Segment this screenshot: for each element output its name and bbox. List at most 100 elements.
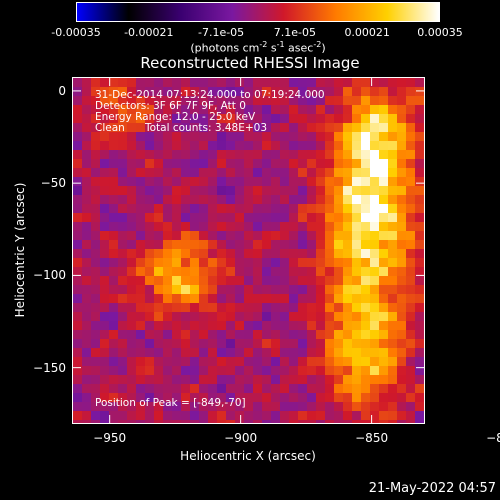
heatmap-cell [118, 177, 127, 186]
heatmap-cell [181, 240, 190, 249]
heatmap-cell [82, 285, 91, 294]
heatmap-cell [370, 393, 379, 402]
heatmap-cell [370, 384, 379, 393]
heatmap-cell [307, 285, 316, 294]
heatmap-cell [127, 375, 136, 384]
heatmap-cell [352, 393, 361, 402]
heatmap-cell [388, 87, 397, 96]
heatmap-cell [334, 294, 343, 303]
heatmap-cell [298, 339, 307, 348]
heatmap-cell [172, 312, 181, 321]
heatmap-cell [208, 348, 217, 357]
heatmap-cell [280, 132, 289, 141]
heatmap-cell [262, 357, 271, 366]
heatmap-cell [163, 186, 172, 195]
heatmap-cell [415, 87, 424, 96]
heatmap-cell [163, 267, 172, 276]
heatmap-cell [154, 402, 163, 411]
heatmap-cell [73, 285, 82, 294]
heatmap-cell [244, 240, 253, 249]
heatmap-cell [235, 222, 244, 231]
heatmap-cell [190, 204, 199, 213]
heatmap-cell [73, 96, 82, 105]
heatmap-cell [109, 339, 118, 348]
heatmap-cell [352, 366, 361, 375]
heatmap-cell [334, 231, 343, 240]
heatmap-cell [298, 303, 307, 312]
heatmap-cell [244, 258, 253, 267]
heatmap-cell [109, 96, 118, 105]
heatmap-cell [82, 411, 91, 420]
heatmap-cell [379, 384, 388, 393]
heatmap-cell [118, 267, 127, 276]
heatmap-cell [172, 393, 181, 402]
heatmap-cell [226, 195, 235, 204]
heatmap-cell [289, 204, 298, 213]
heatmap-cell [316, 105, 325, 114]
heatmap-cell [163, 366, 172, 375]
heatmap-cell [262, 114, 271, 123]
heatmap-cell [316, 222, 325, 231]
x-tick-label: −900 [224, 431, 258, 445]
heatmap-cell [136, 375, 145, 384]
heatmap-cell [100, 312, 109, 321]
heatmap-cell [172, 249, 181, 258]
heatmap-cell [217, 222, 226, 231]
heatmap-cell [262, 348, 271, 357]
heatmap-cell [262, 87, 271, 96]
heatmap-cell [415, 168, 424, 177]
heatmap-cell [406, 87, 415, 96]
heatmap-cell [226, 204, 235, 213]
heatmap-cell [298, 258, 307, 267]
heatmap-cell [280, 393, 289, 402]
heatmap-cell [271, 186, 280, 195]
heatmap-cell [361, 132, 370, 141]
heatmap-cell [289, 276, 298, 285]
heatmap-cell [280, 366, 289, 375]
heatmap-cell [388, 375, 397, 384]
heatmap-cell [262, 312, 271, 321]
heatmap-cell [397, 105, 406, 114]
heatmap-cell [289, 267, 298, 276]
heatmap-cell [226, 132, 235, 141]
heatmap-cell [280, 114, 289, 123]
heatmap-cell [226, 294, 235, 303]
heatmap-cell [316, 348, 325, 357]
heatmap-cell [118, 258, 127, 267]
heatmap-cell [217, 78, 226, 87]
heatmap-cell [82, 384, 91, 393]
heatmap-cell [370, 204, 379, 213]
heatmap-cell [379, 168, 388, 177]
heatmap-cell [271, 96, 280, 105]
heatmap-cell [307, 96, 316, 105]
heatmap-cell [100, 240, 109, 249]
heatmap-cell [361, 186, 370, 195]
heatmap-cell [325, 105, 334, 114]
heatmap-cell [82, 303, 91, 312]
heatmap-cell [208, 420, 217, 423]
x-tick-label: −850 [355, 431, 389, 445]
heatmap-cell [145, 114, 154, 123]
heatmap-cell [271, 177, 280, 186]
heatmap-cell [253, 114, 262, 123]
heatmap-cell [163, 240, 172, 249]
heatmap-cell [397, 366, 406, 375]
heatmap-cell [334, 249, 343, 258]
heatmap-cell [262, 321, 271, 330]
heatmap-cell [109, 177, 118, 186]
heatmap-cell [118, 96, 127, 105]
heatmap-cell [217, 276, 226, 285]
heatmap-cell [415, 150, 424, 159]
heatmap-cell [388, 177, 397, 186]
x-tick-label: −950 [93, 431, 127, 445]
heatmap-cell [334, 276, 343, 285]
heatmap-cell [199, 114, 208, 123]
heatmap-cell [397, 393, 406, 402]
heatmap-cell [415, 204, 424, 213]
heatmap-cell [145, 312, 154, 321]
heatmap-cell [127, 204, 136, 213]
heatmap-cell [253, 240, 262, 249]
heatmap-cell [127, 231, 136, 240]
heatmap-cell [388, 357, 397, 366]
heatmap-cell [109, 294, 118, 303]
